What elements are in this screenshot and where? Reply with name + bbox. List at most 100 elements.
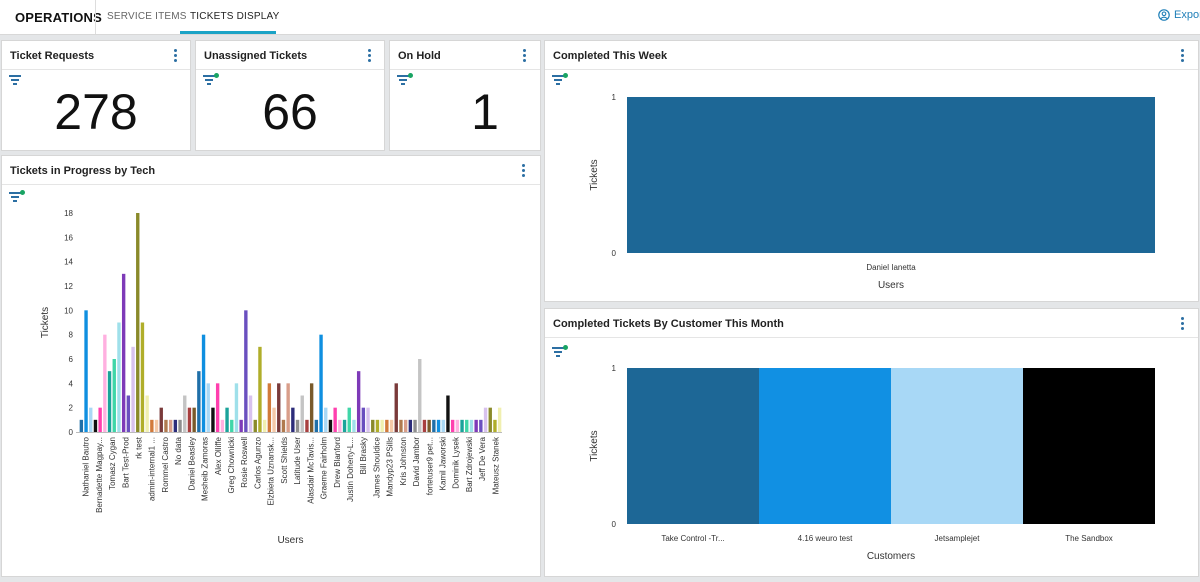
bar bbox=[272, 407, 276, 432]
x-tick-label: admin-internal1 ... bbox=[148, 437, 157, 501]
bar bbox=[399, 419, 403, 432]
bar bbox=[295, 419, 300, 432]
bar bbox=[469, 419, 474, 432]
y-tick-label: 18 bbox=[64, 209, 73, 218]
y-tick-label: 16 bbox=[64, 233, 73, 242]
bar bbox=[262, 419, 267, 432]
y-tick-label: 8 bbox=[69, 331, 74, 340]
bar bbox=[239, 419, 243, 432]
export-button[interactable]: Export bbox=[1158, 9, 1200, 21]
header-divider bbox=[95, 0, 96, 34]
bar bbox=[432, 419, 436, 432]
y-tick-label: 4 bbox=[69, 379, 74, 388]
bar bbox=[131, 346, 135, 432]
filter-active-icon[interactable] bbox=[203, 73, 219, 87]
bar bbox=[248, 395, 253, 432]
bar bbox=[201, 334, 206, 432]
bar bbox=[159, 407, 163, 432]
x-tick-label: David Jambor bbox=[412, 437, 421, 487]
y-tick-label: 6 bbox=[69, 355, 74, 364]
x-tick-label: Alex Olliffe bbox=[214, 436, 223, 475]
bar bbox=[319, 334, 323, 432]
bar bbox=[211, 407, 215, 432]
x-tick-label: Elzbieta Uznansk... bbox=[267, 437, 276, 505]
y-tick-label: 1 bbox=[612, 93, 617, 102]
bar bbox=[112, 359, 116, 432]
x-tick-label: Kamil Jaworski bbox=[439, 437, 448, 491]
filter-active-icon[interactable] bbox=[397, 73, 413, 87]
y-tick-label: 0 bbox=[69, 428, 74, 437]
bar bbox=[173, 419, 178, 432]
bar bbox=[197, 371, 201, 432]
on-hold-tile: On Hold 1 bbox=[389, 40, 541, 151]
x-axis-title: Users bbox=[277, 535, 303, 546]
bar bbox=[206, 383, 210, 432]
bar bbox=[627, 97, 1155, 253]
bar bbox=[258, 346, 262, 432]
bar bbox=[150, 419, 154, 432]
x-tick-label: Jetsamplejet bbox=[935, 534, 981, 543]
bar bbox=[366, 407, 370, 432]
bar bbox=[281, 419, 286, 432]
bar bbox=[183, 395, 187, 432]
bar bbox=[394, 383, 398, 432]
filter-active-icon[interactable] bbox=[552, 345, 568, 359]
bar bbox=[117, 322, 121, 432]
bar bbox=[305, 419, 309, 432]
tile-title: On Hold bbox=[398, 50, 441, 62]
bar bbox=[225, 407, 229, 432]
x-axis-title: Users bbox=[878, 280, 904, 291]
bar bbox=[479, 419, 483, 432]
more-options-icon[interactable] bbox=[364, 48, 374, 64]
bar bbox=[291, 407, 295, 432]
bar bbox=[145, 395, 149, 432]
more-options-icon[interactable] bbox=[1177, 316, 1187, 332]
unassigned-tickets-tile: Unassigned Tickets 66 bbox=[195, 40, 385, 151]
user-circle-icon bbox=[1158, 9, 1170, 21]
bar bbox=[361, 407, 366, 432]
x-tick-label: Mandyp23 PSills bbox=[386, 437, 395, 497]
more-options-icon[interactable] bbox=[519, 48, 529, 64]
x-tick-label: fortetuser9 pet... bbox=[425, 437, 434, 495]
bar bbox=[84, 310, 88, 432]
more-options-icon[interactable] bbox=[518, 163, 528, 179]
tab-tickets-display[interactable]: TICKETS DISPLAY bbox=[190, 11, 280, 22]
y-axis-title: Tickets bbox=[589, 159, 600, 190]
bar bbox=[493, 419, 497, 432]
completed-this-week-chart: 0 1 Daniel Ianetta Tickets Users bbox=[589, 93, 1155, 291]
bar bbox=[286, 383, 290, 432]
bar bbox=[215, 383, 220, 432]
completed-this-week-widget: Completed This Week 0 1 Daniel Ianetta Tick… bbox=[544, 40, 1199, 302]
bar bbox=[450, 419, 455, 432]
completed-by-customer-widget: Completed Tickets By Customer This Month… bbox=[544, 308, 1199, 577]
active-tab-indicator bbox=[180, 31, 276, 34]
bar bbox=[389, 419, 394, 432]
more-options-icon[interactable] bbox=[1177, 48, 1187, 64]
filter-icon[interactable] bbox=[9, 75, 23, 87]
x-tick-label: Dominik Lysek bbox=[452, 436, 461, 489]
bar bbox=[267, 383, 272, 432]
bar bbox=[465, 419, 469, 432]
tab-service-items[interactable]: SERVICE ITEMS bbox=[107, 11, 187, 22]
bar bbox=[352, 419, 356, 432]
filter-active-icon[interactable] bbox=[552, 73, 568, 87]
x-tick-label: Bart Test-Prod bbox=[121, 437, 130, 488]
y-tick-label: 1 bbox=[612, 364, 617, 373]
bar bbox=[380, 419, 384, 432]
x-tick-label: Graeme Fairholm bbox=[320, 437, 329, 500]
bar bbox=[375, 419, 380, 432]
bar bbox=[164, 419, 168, 432]
filter-active-icon[interactable] bbox=[9, 190, 25, 204]
x-tick-label: Bill Brasky bbox=[359, 437, 368, 474]
x-tick-label: 4.16 weuro test bbox=[798, 534, 853, 543]
bar bbox=[230, 419, 234, 432]
bar bbox=[277, 383, 281, 432]
x-tick-label: Mesheib Zamoras bbox=[201, 437, 210, 501]
bar bbox=[1023, 368, 1155, 524]
bar bbox=[436, 419, 441, 432]
bar bbox=[441, 419, 445, 432]
bar bbox=[89, 407, 93, 432]
more-options-icon[interactable] bbox=[170, 48, 180, 64]
x-tick-label: Greg Chownicki bbox=[227, 437, 236, 494]
x-tick-label: Mateusz Stanek bbox=[491, 436, 500, 494]
